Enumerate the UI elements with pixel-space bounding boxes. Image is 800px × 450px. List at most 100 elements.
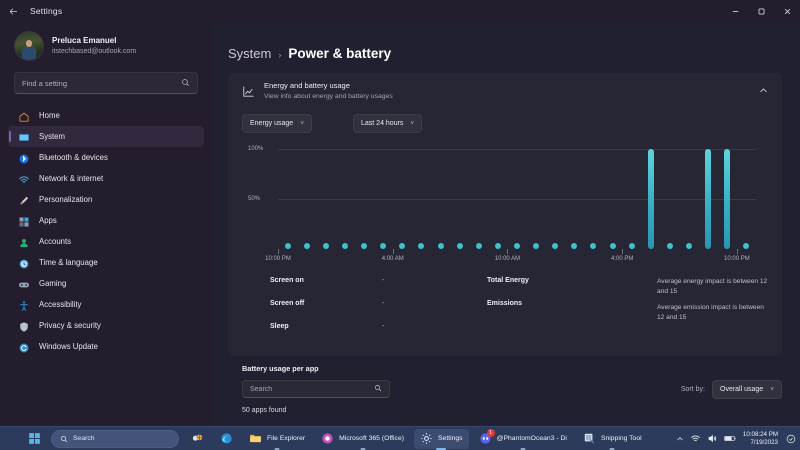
- chart-zero-marker: [418, 242, 425, 249]
- close-button[interactable]: [774, 0, 800, 22]
- chevron-down-icon: ˅: [770, 385, 774, 393]
- y-axis-tick-label: 50%: [248, 195, 261, 202]
- gridline: [278, 148, 756, 150]
- chart-zero-marker: [322, 242, 329, 249]
- per-app-toolbar: Sort by: Overall usage ˅: [242, 379, 782, 399]
- sidebar-item-label: Bluetooth & devices: [39, 153, 108, 162]
- sidebar-item-windows-update[interactable]: Windows Update: [8, 336, 204, 357]
- wifi-icon[interactable]: [690, 433, 701, 444]
- card-header[interactable]: Energy and battery usage View info about…: [228, 73, 782, 110]
- sidebar-item-system[interactable]: System: [8, 126, 204, 147]
- sidebar-item-label: Apps: [39, 216, 57, 225]
- sort-by-dropdown[interactable]: Overall usage ˅: [712, 379, 782, 399]
- sidebar-item-apps[interactable]: Apps: [8, 210, 204, 231]
- sidebar-item-privacy-security[interactable]: Privacy & security: [8, 315, 204, 336]
- card-title: Energy and battery usage: [264, 81, 350, 90]
- back-arrow-icon[interactable]: [0, 0, 26, 22]
- update-icon: [18, 341, 30, 353]
- edge-icon[interactable]: [214, 429, 239, 449]
- settings-window: Settings Preluca Emanuel: [0, 0, 800, 414]
- sidebar-item-bluetooth-devices[interactable]: Bluetooth & devices: [8, 147, 204, 168]
- home-icon: [18, 110, 30, 122]
- stat-value: -: [382, 276, 385, 284]
- chart-zero-marker: [494, 242, 501, 249]
- chart-zero-marker: [609, 242, 616, 249]
- stat-value: -: [382, 322, 385, 330]
- chevron-up-icon[interactable]: [755, 86, 772, 97]
- sidebar-item-label: Accounts: [39, 237, 72, 246]
- x-axis-tick-label: 10:00 PM: [265, 255, 291, 262]
- maximize-button[interactable]: [748, 0, 774, 22]
- gear-icon: [420, 432, 433, 445]
- search-icon: [60, 435, 68, 443]
- stat-label: Screen off: [270, 299, 305, 307]
- chevron-up-icon[interactable]: [676, 435, 684, 443]
- battery-icon[interactable]: [724, 433, 737, 444]
- search-icon: [181, 78, 190, 89]
- chart-zero-marker: [552, 242, 559, 249]
- x-axis-tick-label: 10:00 PM: [724, 255, 750, 262]
- chart-zero-marker: [399, 242, 406, 249]
- sidebar-item-gaming[interactable]: Gaming: [8, 273, 204, 294]
- sidebar-item-time-language[interactable]: Time & language: [8, 252, 204, 273]
- notification-bell-icon[interactable]: [786, 434, 796, 444]
- app-search-field[interactable]: [250, 385, 374, 393]
- energy-usage-card: Energy and battery usage View info about…: [228, 73, 782, 356]
- windows-logo-icon: [28, 432, 41, 445]
- x-axis-tick-label: 4:00 AM: [381, 255, 404, 262]
- sidebar-item-label: Personalization: [39, 195, 93, 204]
- y-axis-tick-label: 100%: [248, 145, 264, 152]
- sidebar-item-label: Accessibility: [39, 300, 82, 309]
- sidebar-item-label: Time & language: [39, 258, 98, 267]
- metric-dropdown[interactable]: Energy usage ˅: [242, 113, 312, 133]
- gamepad-icon: [18, 278, 30, 290]
- system-tray: 10:08:24 PM 7/19/2023: [676, 431, 796, 447]
- breadcrumb-root[interactable]: System: [228, 46, 272, 61]
- x-axis-tick-label: 10:00 AM: [494, 255, 521, 262]
- energy-usage-chart: 100% 50% 10:00 PM 4:00 AM 10:00 AM 4:00 PM 10…: [242, 141, 768, 271]
- taskbar-item-discord[interactable]: 1 @PhantomOcean3 - Di: [473, 429, 573, 449]
- app-search-input[interactable]: [242, 380, 390, 399]
- notification-badge: 1: [486, 429, 495, 437]
- chart-zero-marker: [284, 242, 291, 249]
- chart-controls: Energy usage ˅ Last 24 hours ˅: [228, 110, 782, 141]
- x-axis-tick: [736, 248, 738, 254]
- taskbar-clock[interactable]: 10:08:24 PM 7/19/2023: [743, 431, 780, 447]
- sidebar-item-personalization[interactable]: Personalization: [8, 189, 204, 210]
- chart-bar: [647, 148, 654, 249]
- sidebar-item-label: Home: [39, 111, 60, 120]
- stat-label: Emissions: [487, 299, 523, 307]
- taskbar-item-snipping-tool[interactable]: Snipping Tool: [577, 429, 648, 449]
- snipping-tool-icon: [583, 432, 596, 445]
- taskbar-item-microsoft-365[interactable]: Microsoft 365 (Office): [315, 429, 410, 449]
- chart-plot-area: [278, 141, 756, 249]
- taskbar-item-label: File Explorer: [267, 435, 306, 442]
- chart-zero-marker: [743, 242, 750, 249]
- sidebar-item-network-internet[interactable]: Network & internet: [8, 168, 204, 189]
- taskbar-item-label: @PhantomOcean3 - Di: [496, 435, 567, 442]
- avatar: [14, 31, 44, 61]
- taskbar-item-file-explorer[interactable]: File Explorer: [243, 429, 311, 449]
- folder-icon: [249, 432, 262, 445]
- taskbar-search[interactable]: Search: [51, 429, 179, 448]
- sidebar-item-home[interactable]: Home: [8, 105, 204, 126]
- taskbar-item-settings[interactable]: Settings: [414, 428, 469, 449]
- sidebar-item-accessibility[interactable]: Accessibility: [8, 294, 204, 315]
- sidebar-item-accounts[interactable]: Accounts: [8, 231, 204, 252]
- minimize-button[interactable]: [722, 0, 748, 22]
- chart-zero-marker: [361, 242, 368, 249]
- chart-zero-marker: [514, 242, 520, 249]
- stats-middle-column: Total Energy Emissions: [487, 277, 657, 346]
- taskbar-item-label: Snipping Tool: [600, 435, 642, 442]
- search-field[interactable]: [22, 78, 181, 88]
- chart-bar: [705, 148, 712, 249]
- taskbar-search-placeholder: Search: [73, 435, 95, 442]
- breadcrumb-separator: ›: [278, 50, 282, 60]
- sidebar-item-label: Windows Update: [39, 342, 98, 351]
- start-button[interactable]: [22, 429, 47, 449]
- speaker-icon[interactable]: [707, 433, 718, 444]
- range-dropdown[interactable]: Last 24 hours ˅: [353, 113, 423, 133]
- weather-widget-icon[interactable]: [185, 429, 210, 449]
- search-input[interactable]: [14, 72, 198, 94]
- user-profile[interactable]: Preluca Emanuel itstechbased@outlook.com: [8, 22, 204, 72]
